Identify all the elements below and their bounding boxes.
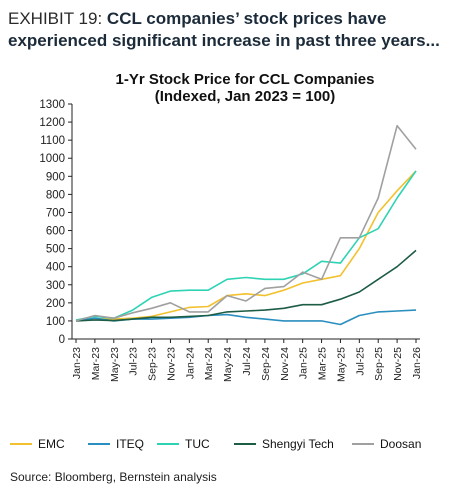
- y-tick-label: 1300: [39, 99, 65, 111]
- legend-swatch: [234, 442, 256, 445]
- y-tick-label: 1100: [40, 135, 65, 147]
- line-chart: 0 100 200 300 400 500 600 700 800 900 1000 1100 1200…: [39, 99, 423, 382]
- y-tick-label: 1000: [39, 153, 65, 165]
- x-tick-label: Nov-25: [392, 347, 404, 381]
- x-tick-label: Jul-23: [128, 347, 140, 376]
- legend-label: EMC: [38, 437, 65, 451]
- x-tick-label: Nov-24: [279, 347, 291, 381]
- series-line-shengyi-tech: [75, 249, 417, 322]
- y-tick-label: 600: [46, 226, 65, 238]
- x-tick-label: Sep-24: [260, 347, 272, 381]
- exhibit-headline: CCL companies’ stock prices have experie…: [8, 9, 440, 50]
- x-tick-label: Jan-25: [298, 347, 310, 379]
- legend-swatch: [10, 442, 32, 445]
- series-line-doosan: [75, 124, 417, 322]
- chart-subtitle: (Indexed, Jan 2023 = 100): [154, 88, 336, 105]
- x-tick-label: Jan-26: [411, 347, 423, 379]
- x-tick-label: Jul-25: [354, 347, 366, 376]
- y-tick-label: 1200: [39, 117, 65, 129]
- legend-label: TUC: [185, 437, 210, 451]
- chart-legend: EMC ITEQ TUC Shengyi Tech Doosan: [10, 436, 455, 454]
- x-tick-label: Sep-25: [373, 347, 385, 381]
- source-note: Source: Bloomberg, Bernstein analysis: [10, 470, 217, 484]
- x-tick-label: May-24: [222, 347, 234, 382]
- x-tick-label: Nov-23: [165, 347, 177, 381]
- x-tick-label: Mar-24: [203, 347, 215, 380]
- legend-item-tuc: TUC: [157, 436, 210, 452]
- legend-label: ITEQ: [116, 437, 145, 451]
- y-tick-label: 900: [46, 171, 65, 183]
- x-tick-label: Jul-24: [241, 347, 253, 376]
- series-line-tuc: [75, 170, 417, 321]
- y-tick-label: 0: [59, 334, 65, 346]
- legend-label: Shengyi Tech: [262, 437, 334, 451]
- y-tick-label: 800: [46, 189, 65, 201]
- legend-swatch: [352, 442, 374, 445]
- legend-swatch: [157, 442, 179, 445]
- x-tick-label: Mar-25: [317, 347, 329, 380]
- y-tick-label: 300: [46, 280, 65, 292]
- x-tick-label: May-23: [109, 347, 121, 382]
- exhibit-heading: EXHIBIT 19: CCL companies’ stock prices …: [8, 8, 453, 52]
- series-line-emc: [75, 170, 417, 321]
- y-tick-label: 500: [46, 244, 65, 256]
- legend-label: Doosan: [380, 437, 422, 451]
- exhibit-label: EXHIBIT 19:: [8, 9, 103, 28]
- chart-title: 1-Yr Stock Price for CCL Companies: [115, 71, 375, 88]
- x-tick-label: Mar-23: [90, 347, 102, 380]
- y-tick-label: 100: [46, 316, 65, 328]
- legend-item-emc: EMC: [10, 436, 65, 452]
- x-tick-label: May-25: [335, 347, 347, 382]
- legend-item-doosan: Doosan: [352, 436, 421, 452]
- y-tick-label: 700: [46, 207, 65, 219]
- y-tick-label: 200: [46, 298, 65, 310]
- legend-item-shengyi-tech: Shengyi Tech: [234, 436, 334, 452]
- x-tick-label: Sep-23: [147, 347, 159, 381]
- legend-item-iteq: ITEQ: [88, 436, 144, 452]
- legend-swatch: [88, 442, 110, 445]
- x-tick-label: Jan-24: [184, 347, 196, 379]
- x-tick-label: Jan-23: [71, 347, 83, 379]
- y-tick-label: 400: [46, 262, 65, 274]
